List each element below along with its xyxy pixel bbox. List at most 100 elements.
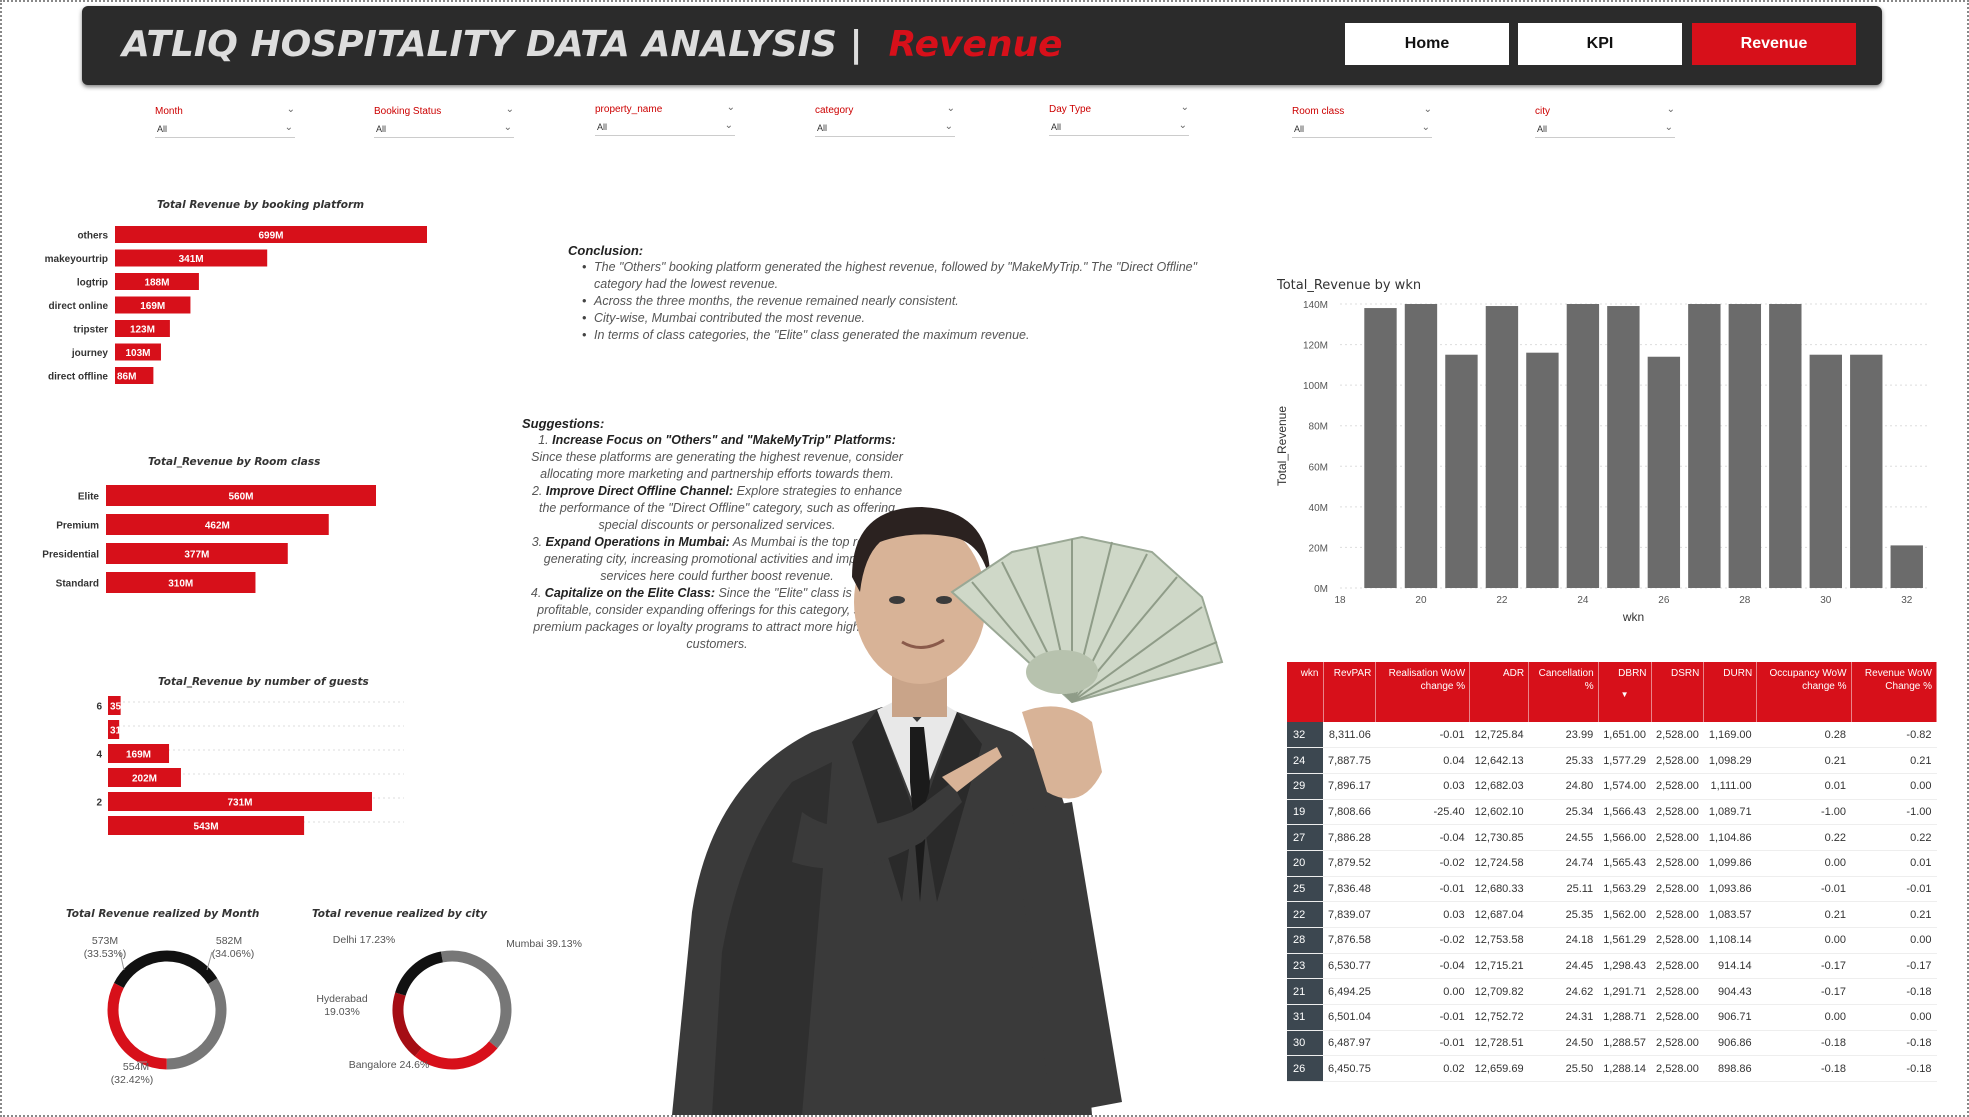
data-label: 699M — [258, 231, 283, 242]
column-header[interactable]: Revenue WoW Change % — [1851, 662, 1938, 722]
chevron-down-icon: ⌄ — [1664, 122, 1673, 133]
table-cell: 24.50 — [1528, 1030, 1599, 1057]
nav-revenue-button[interactable]: Revenue — [1692, 23, 1856, 65]
category-label: 2 — [96, 798, 102, 809]
column-header[interactable]: Realisation WoW change % — [1375, 662, 1471, 722]
table-cell: -0.17 — [1756, 953, 1852, 980]
table-cell: 1,099.86 — [1703, 850, 1757, 877]
slice-label: 19.03% — [324, 1006, 360, 1018]
table-cell: 0.00 — [1756, 927, 1852, 954]
category-label: direct online — [49, 301, 109, 312]
column — [1647, 356, 1681, 588]
column — [1769, 304, 1802, 588]
column-header[interactable]: Occupancy WoW change % — [1756, 662, 1852, 722]
bar — [115, 343, 161, 361]
y-tick-label: 20M — [1309, 543, 1328, 554]
column — [1445, 354, 1478, 588]
table-cell: 914.14 — [1703, 953, 1757, 980]
table-cell: 22 — [1287, 901, 1323, 928]
slicer-dropdown[interactable]: All ⌄ — [1049, 120, 1189, 136]
table-cell: -1.00 — [1851, 799, 1937, 826]
table-cell: 0.28 — [1756, 722, 1852, 749]
slicer-label: category — [815, 105, 854, 116]
donut-slice — [166, 978, 227, 1070]
category-label: others — [77, 231, 108, 242]
y-tick-label: 140M — [1303, 300, 1328, 311]
kpi-table: wkn RevPAR Realisation WoW change % ADR Canc… — [1287, 662, 1938, 1083]
chevron-down-icon: ⌄ — [503, 122, 512, 133]
table-cell: 906.86 — [1703, 1030, 1757, 1057]
table-cell: 1,288.71 — [1598, 1004, 1652, 1031]
table-cell: 6,530.77 — [1323, 953, 1376, 980]
table-cell: 0.22 — [1851, 824, 1937, 851]
column — [1607, 306, 1640, 588]
table-cell: 12,728.51 — [1469, 1030, 1529, 1057]
day-type-slicer[interactable]: Day Type ⌄ All ⌄ — [1049, 102, 1189, 140]
slicer-dropdown[interactable]: All ⌄ — [815, 121, 955, 137]
category-label: direct offline — [48, 372, 108, 383]
category-label: tripster — [74, 325, 109, 336]
table-cell: 24.74 — [1528, 850, 1599, 877]
table-cell: 1,169.00 — [1703, 722, 1757, 749]
slicer-dropdown[interactable]: All ⌄ — [1292, 122, 1432, 138]
slicer-dropdown[interactable]: All ⌄ — [595, 120, 735, 136]
table-cell: -0.17 — [1851, 953, 1937, 980]
booking-status-slicer[interactable]: Booking Status ⌄ All ⌄ — [374, 104, 514, 142]
category-label: Standard — [56, 579, 99, 590]
column-header[interactable]: DURN — [1703, 662, 1758, 722]
column-header[interactable]: Cancellation % — [1528, 662, 1599, 722]
table-cell: 24.18 — [1528, 927, 1599, 954]
conclusion-block: Conclusion: The "Others" booking platfor… — [568, 242, 1238, 344]
suggestions-block: Suggestions: 1. Increase Focus on "Other… — [522, 415, 912, 653]
category-slicer[interactable]: category ⌄ All ⌄ — [815, 103, 955, 141]
column-header[interactable]: wkn — [1287, 662, 1324, 722]
table-cell: 2,528.00 — [1651, 1055, 1704, 1083]
slicer-dropdown[interactable]: All ⌄ — [374, 122, 514, 138]
table-cell: 2,528.00 — [1651, 722, 1704, 749]
slicer-dropdown[interactable]: All ⌄ — [155, 122, 295, 138]
slicer-value: All — [1051, 122, 1062, 132]
table-cell: 12,724.58 — [1469, 850, 1529, 877]
column-header[interactable]: ADR — [1469, 662, 1530, 722]
y-axis-label: Total_Revenue — [1275, 406, 1289, 486]
table-cell: 0.02 — [1375, 1055, 1470, 1083]
slice-label: 582M — [216, 935, 242, 947]
month-slicer[interactable]: Month ⌄ All ⌄ — [155, 104, 295, 142]
property-name-slicer[interactable]: property_name ⌄ All ⌄ — [595, 102, 735, 140]
table-cell: 1,111.00 — [1703, 773, 1757, 800]
room-class-slicer[interactable]: Room class ⌄ All ⌄ — [1292, 104, 1432, 142]
table-cell: 7,808.66 — [1323, 799, 1376, 826]
roomclass-bar-chart: Elite 560M Premium 462M Presidential 377M Stan… — [42, 485, 376, 593]
table-cell: 7,896.17 — [1323, 773, 1376, 800]
nav-home-button[interactable]: Home — [1345, 23, 1509, 65]
table-cell: -0.02 — [1375, 850, 1470, 877]
slicer-label: Month — [155, 106, 183, 117]
table-cell: 25.35 — [1528, 901, 1599, 928]
slicer-label: property_name — [595, 104, 663, 115]
slice-label: Bangalore 24.6% — [349, 1059, 430, 1071]
slicer-value: All — [1537, 124, 1548, 134]
chevron-down-icon: ⌄ — [286, 104, 295, 115]
bar — [108, 768, 181, 787]
table-cell: 2,528.00 — [1651, 773, 1704, 800]
column-header[interactable]: RevPAR — [1323, 662, 1377, 722]
table-cell: 1,577.29 — [1598, 747, 1652, 774]
column-header[interactable]: DSRN — [1651, 662, 1705, 722]
category-label: Elite — [78, 492, 100, 503]
table-cell: 0.21 — [1756, 747, 1852, 774]
bar — [115, 367, 154, 384]
category-label: 4 — [96, 750, 102, 761]
nav-kpi-button[interactable]: KPI — [1518, 23, 1682, 65]
slicer-dropdown[interactable]: All ⌄ — [1535, 122, 1675, 138]
y-tick-label: 120M — [1303, 341, 1328, 352]
table-cell: 2,528.00 — [1651, 824, 1704, 851]
slicer-value: All — [376, 124, 387, 134]
table-cell: 0.00 — [1851, 927, 1937, 954]
city-slicer[interactable]: city ⌄ All ⌄ — [1535, 104, 1675, 142]
bar — [106, 485, 376, 506]
table-row: 31 6,501.04 -0.01 12,752.72 24.31 1,288.71 2,5… — [1287, 1004, 1937, 1031]
table-cell: 1,083.57 — [1703, 901, 1757, 928]
table-cell: 906.71 — [1703, 1004, 1757, 1031]
data-label: 202M — [132, 774, 157, 785]
column-header[interactable]: DBRN ▼ — [1598, 662, 1652, 722]
